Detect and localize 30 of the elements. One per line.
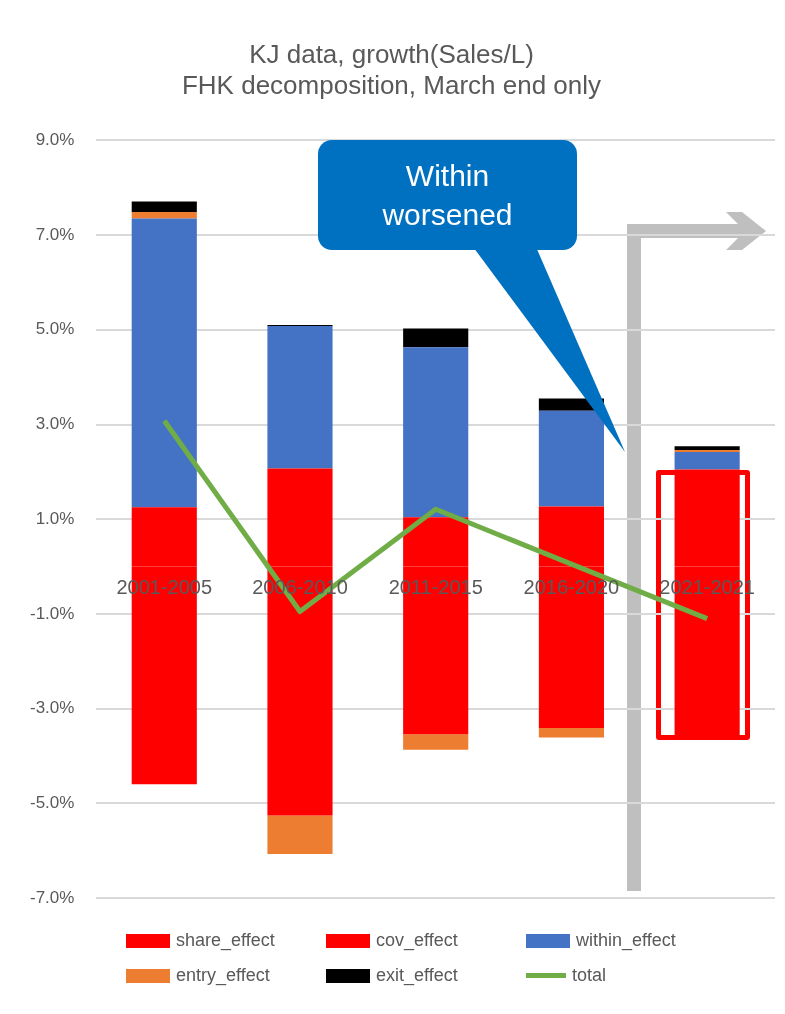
- bar: [538, 728, 604, 738]
- bar: [403, 328, 469, 348]
- bar: [267, 815, 333, 854]
- bar: [674, 446, 740, 451]
- legend-label: within_effect: [576, 930, 676, 951]
- bar: [403, 734, 469, 750]
- legend-label: exit_effect: [376, 965, 458, 986]
- speech-bubble: Within worsened: [318, 140, 628, 454]
- bar: [538, 410, 604, 507]
- legend-label: share_effect: [176, 930, 275, 951]
- chart-title: KJ data, growth(Sales/L) FHK decomposition, March end only: [181, 38, 602, 100]
- legend-label: entry_effect: [176, 965, 270, 986]
- bar: [403, 347, 469, 518]
- bar: [131, 218, 197, 508]
- y-tick-label: 3.0%: [35, 414, 75, 434]
- bar: [131, 201, 197, 212]
- y-tick-label: -5.0%: [29, 792, 75, 812]
- bar: [674, 451, 740, 470]
- y-tick-label: -1.0%: [29, 603, 75, 623]
- annotation: Within worsened: [381, 158, 514, 233]
- legend-label: cov_effect: [376, 930, 458, 951]
- y-tick-label: 5.0%: [35, 319, 75, 339]
- legend-label: total: [572, 965, 607, 986]
- y-tick-label: -3.0%: [29, 698, 75, 718]
- bar: [131, 211, 197, 219]
- y-tick-label: -7.0%: [29, 887, 75, 907]
- y-tick-label: 7.0%: [35, 224, 75, 244]
- y-tick-label: 1.0%: [35, 508, 75, 528]
- y-tick-label: 9.0%: [35, 130, 75, 150]
- bar: [267, 326, 333, 469]
